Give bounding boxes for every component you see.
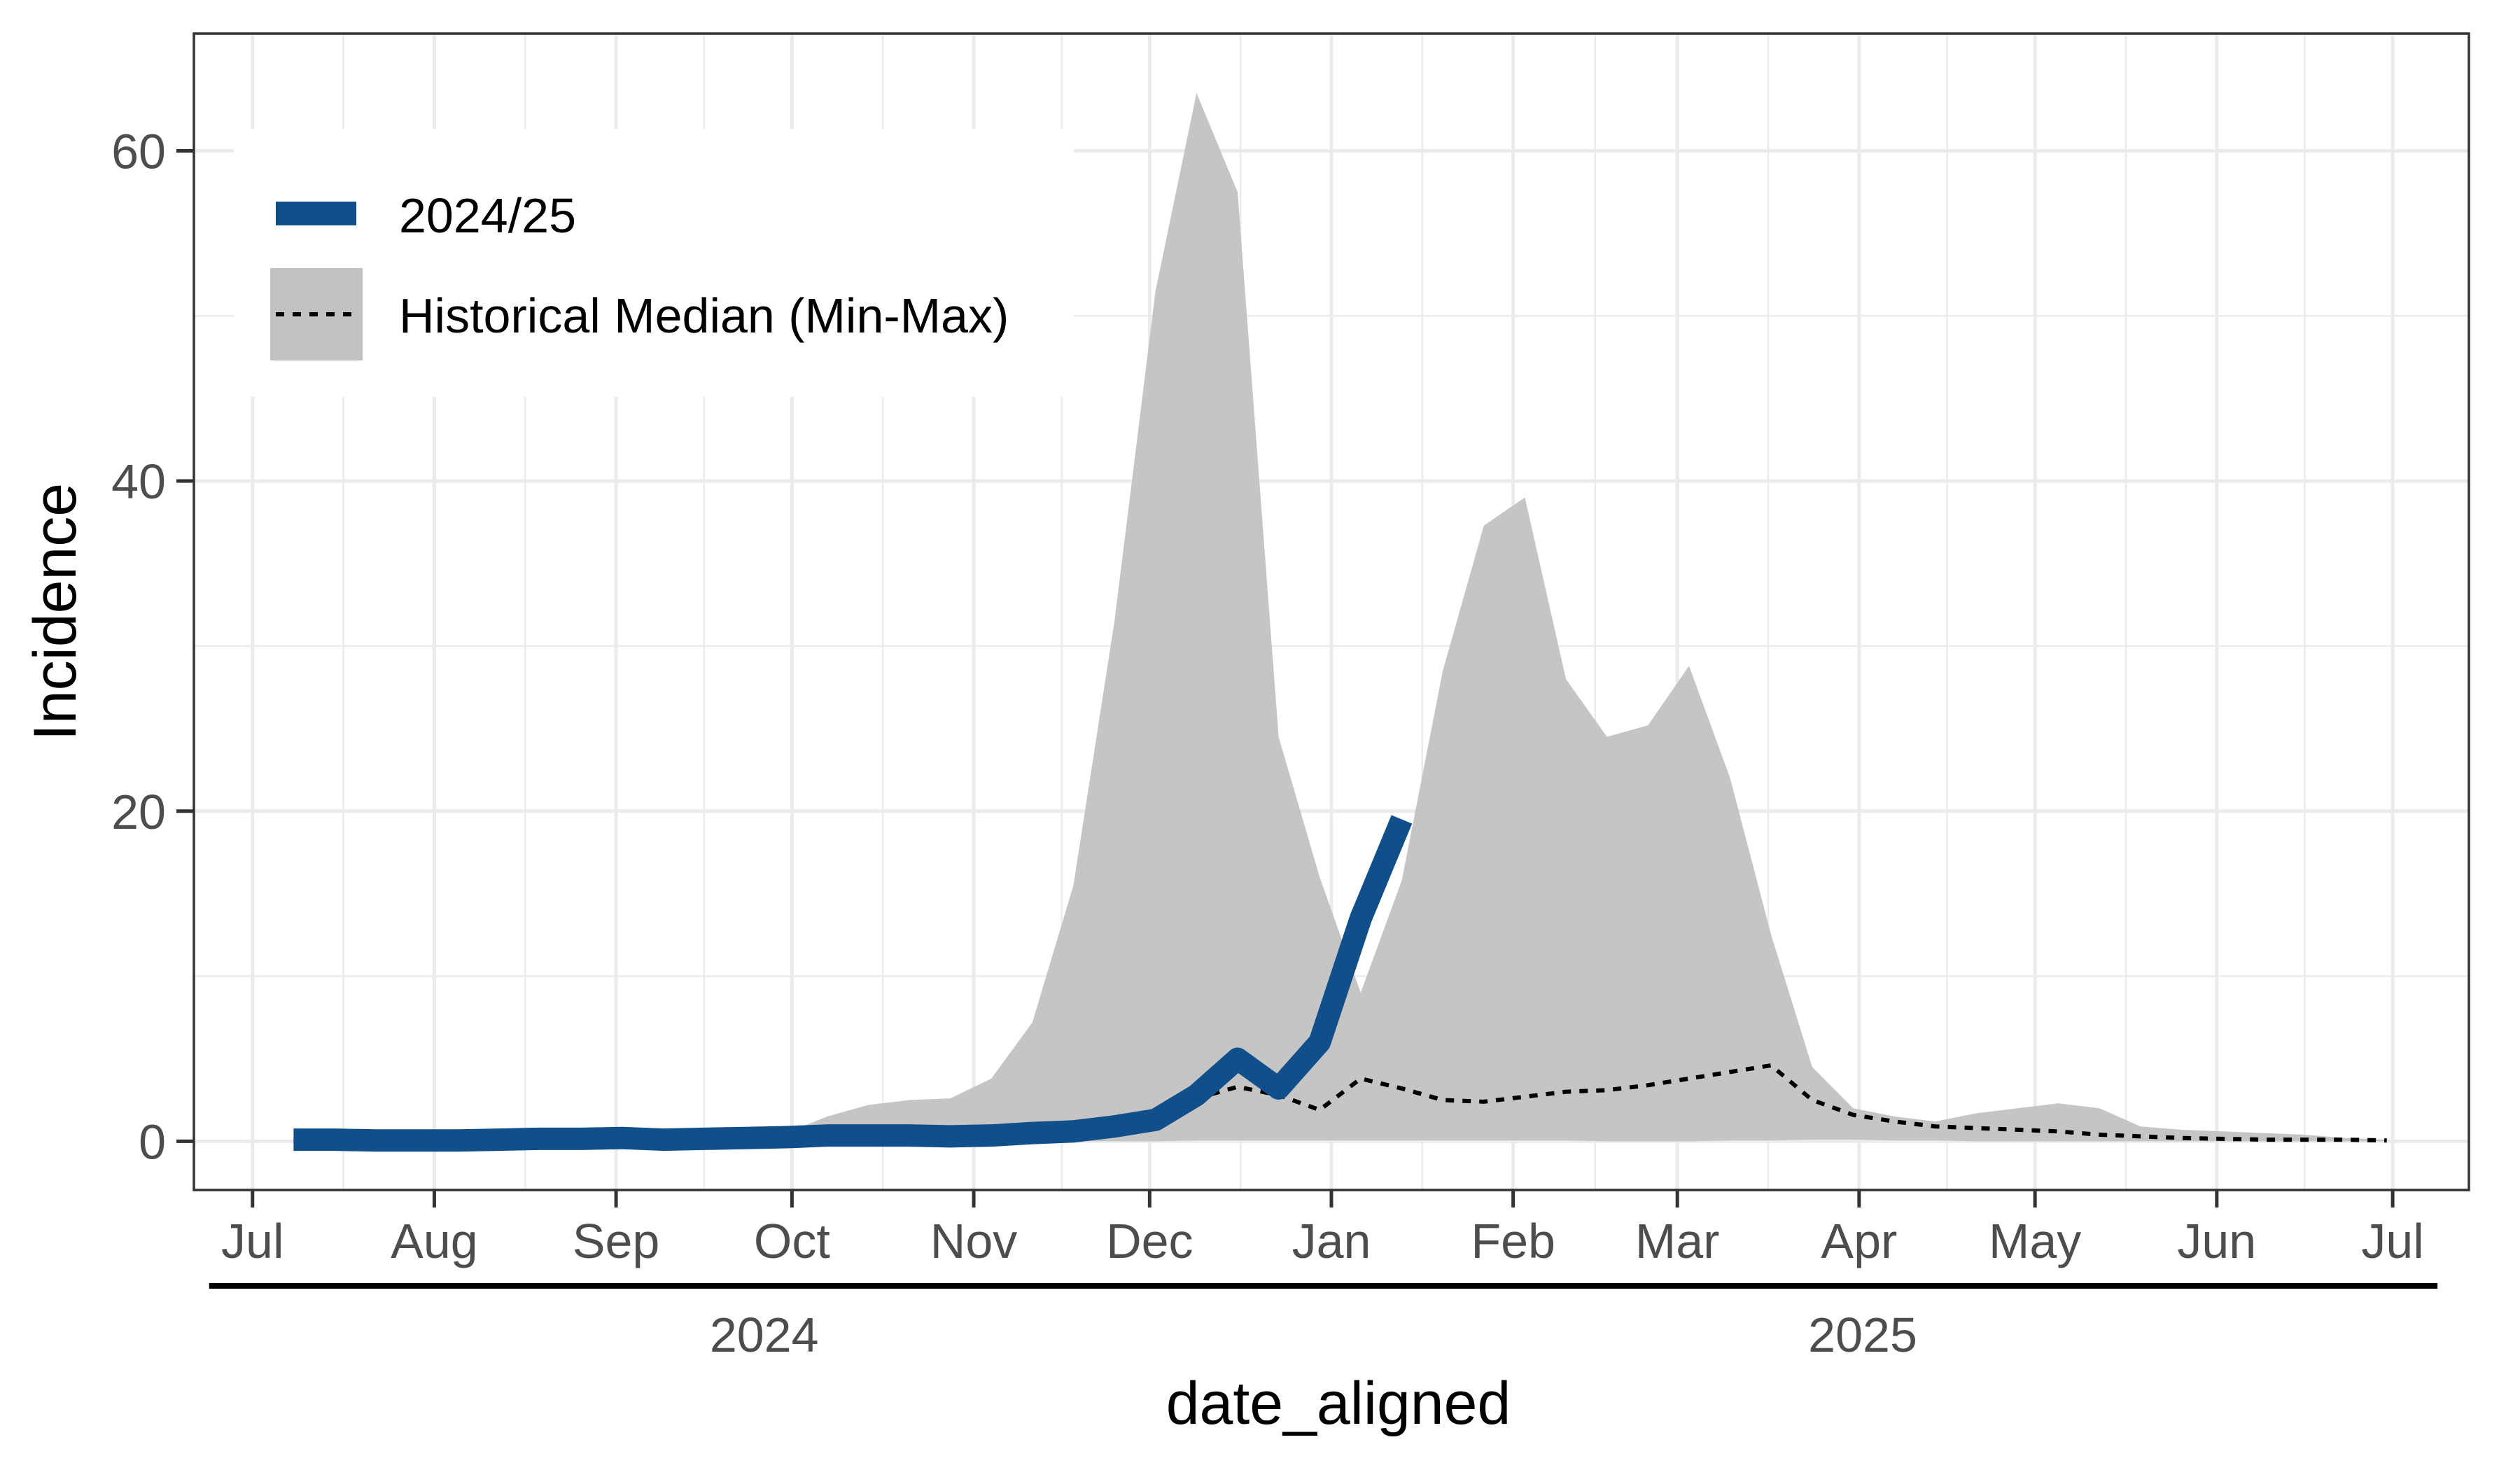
legend-label-current: 2024/25 — [399, 188, 576, 243]
x-tick-label: Nov — [930, 1214, 1017, 1268]
year-label: 2025 — [1808, 1308, 1917, 1362]
historical-median-line — [293, 1063, 2387, 1143]
x-tick-label: Apr — [1821, 1214, 1897, 1268]
y-tick-label: 0 — [139, 1114, 166, 1169]
x-tick-label: Oct — [754, 1214, 830, 1268]
year-label: 2024 — [710, 1308, 819, 1362]
x-tick-label: Sep — [573, 1214, 660, 1268]
legend: 2024/25 Historical Median (Min-Max) — [234, 129, 1074, 397]
legend-background — [234, 129, 1074, 397]
y-tick-label: 20 — [111, 785, 166, 839]
x-axis-title: date_aligned — [1166, 1370, 1511, 1437]
x-tick-label: Aug — [391, 1214, 478, 1268]
x-tick-label: Mar — [1635, 1214, 1720, 1268]
x-tick-label: Feb — [1471, 1214, 1555, 1268]
legend-label-historical: Historical Median (Min-Max) — [399, 288, 1009, 343]
median-line — [293, 1063, 2387, 1143]
x-tick-label: May — [1989, 1214, 2081, 1268]
current-season-line — [293, 815, 1413, 1152]
axes: 0 20 40 60 Jul Aug Sep Oct Nov Dec Jan Feb Mar Apr May… — [111, 124, 2438, 1362]
current-season-line-path — [293, 815, 1413, 1152]
y-axis-title: Incidence — [22, 483, 89, 741]
x-tick-label: Jun — [2177, 1214, 2256, 1268]
x-tick-label: Jul — [2361, 1214, 2423, 1268]
x-tick-label: Jan — [1292, 1214, 1371, 1268]
y-tick-label: 40 — [111, 454, 166, 509]
x-tick-label: Jul — [221, 1214, 284, 1268]
y-tick-label: 60 — [111, 124, 166, 178]
x-tick-label: Dec — [1106, 1214, 1193, 1268]
